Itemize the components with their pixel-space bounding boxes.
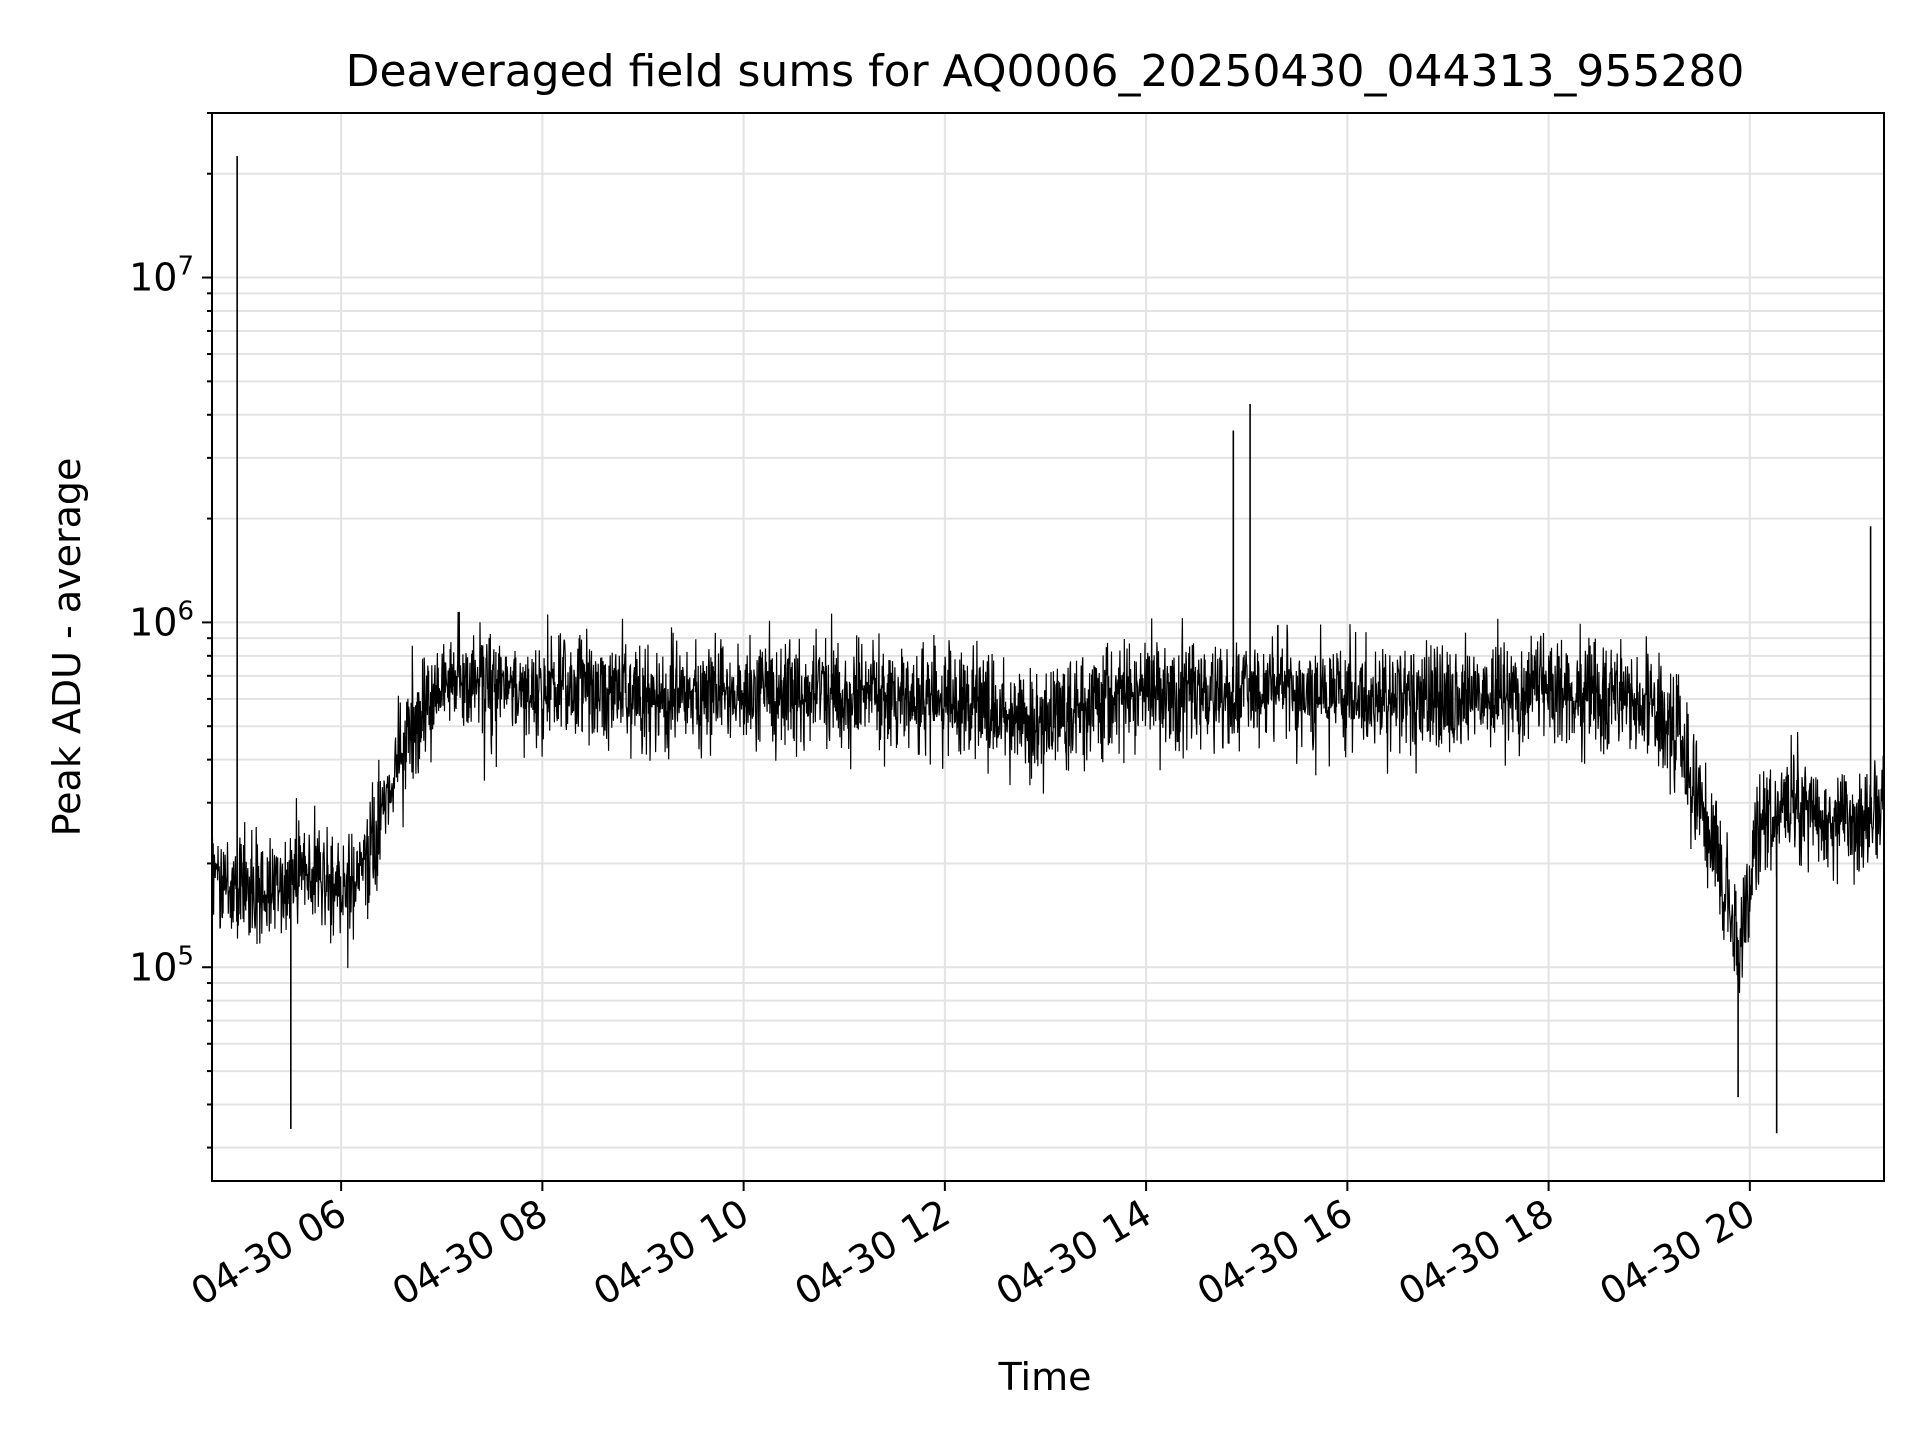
grid bbox=[212, 112, 1884, 1181]
plot-frame bbox=[211, 112, 1885, 1182]
x-tick-label: 04-30 06 bbox=[184, 1191, 354, 1315]
x-tick-label: 04-30 08 bbox=[385, 1191, 555, 1315]
y-axis: 105 106 107 bbox=[129, 112, 212, 1149]
series-line bbox=[211, 156, 1885, 1134]
x-tick-label: 04-30 16 bbox=[1190, 1191, 1360, 1315]
y-tick-label: 106 bbox=[129, 596, 194, 644]
y-tick-label: 107 bbox=[129, 252, 194, 300]
x-tick-label: 04-30 10 bbox=[586, 1191, 756, 1315]
x-tick-label: 04-30 12 bbox=[787, 1191, 957, 1315]
x-axis-label: Time bbox=[998, 1355, 1092, 1399]
chart-title: Deaveraged field sums for AQ0006_2025043… bbox=[346, 46, 1745, 97]
x-tick-label: 04-30 18 bbox=[1391, 1191, 1561, 1315]
x-tick-label: 04-30 14 bbox=[989, 1191, 1159, 1315]
x-tick-label: 04-30 20 bbox=[1592, 1191, 1762, 1315]
series-trace bbox=[211, 611, 1885, 994]
x-axis: 04-30 06 04-30 08 04-30 10 04-30 12 04-30 14… bbox=[184, 1181, 1762, 1315]
y-tick-label: 105 bbox=[129, 941, 194, 989]
y-axis-label: Peak ADU - average bbox=[45, 458, 89, 837]
